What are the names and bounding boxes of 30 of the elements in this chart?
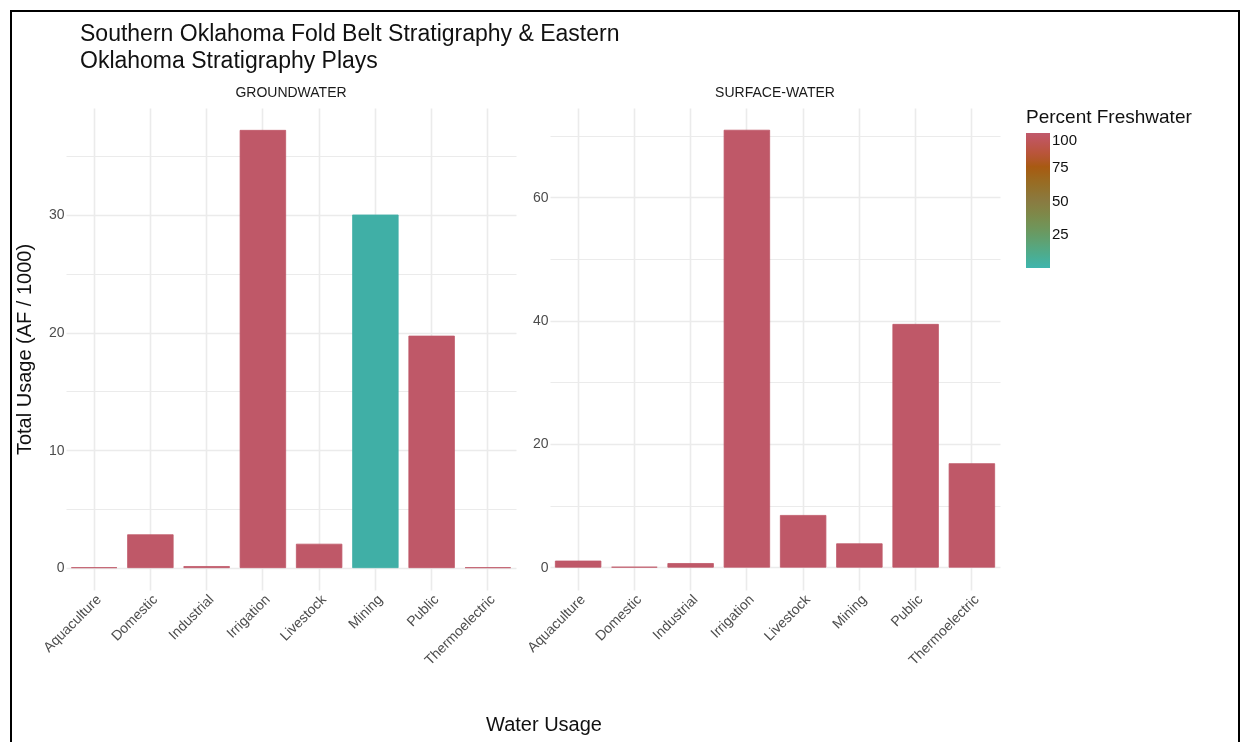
color-bar-label: 75: [1052, 157, 1069, 175]
chart-subtitle: GROUNDWATER: [235, 84, 347, 100]
bar: [779, 515, 827, 568]
color-bar-label: 25: [1052, 225, 1069, 243]
y-tick-label: 60: [532, 188, 549, 205]
bar: [667, 563, 714, 568]
y-tick-label: 20: [532, 435, 549, 452]
y-tick-label: 40: [532, 312, 549, 329]
x-axis-title: Water Usage: [485, 713, 603, 736]
bar: [239, 129, 287, 569]
color-bar-label: 100: [1052, 131, 1078, 148]
bar: [408, 335, 455, 569]
y-tick-label: 10: [48, 441, 65, 458]
y-tick-label: 0: [56, 559, 65, 576]
bar: [295, 543, 343, 569]
bar: [892, 323, 939, 568]
bar: [836, 543, 883, 568]
bar: [554, 560, 602, 568]
y-tick-label: 0: [540, 558, 549, 575]
bar: [352, 214, 399, 569]
bar: [723, 129, 771, 568]
bar: [127, 534, 174, 569]
y-tick-label: 30: [48, 206, 65, 223]
color-bar-title: Percent Freshwater: [1026, 106, 1193, 127]
y-axis-title: Total Usage (AF / 1000): [12, 243, 35, 456]
chart-subtitle: SURFACE-WATER: [715, 84, 835, 100]
y-tick-label: 20: [48, 324, 65, 341]
chart-title: Southern Oklahoma Fold Belt Stratigraphy & Eastern Oklahoma Stratigraphy Plays: [80, 20, 621, 74]
bar: [948, 463, 996, 568]
color-bar-label: 50: [1052, 191, 1069, 209]
